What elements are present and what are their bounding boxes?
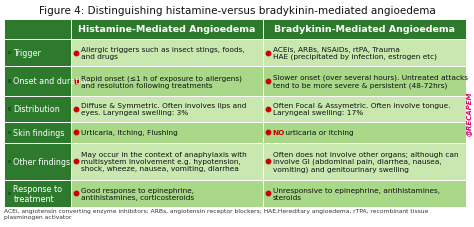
Text: Trigger: Trigger xyxy=(13,49,41,58)
Bar xyxy=(4,180,71,207)
Text: Bradykinin-Mediated Angioedema: Bradykinin-Mediated Angioedema xyxy=(274,25,455,34)
Text: Skin findings: Skin findings xyxy=(13,128,65,137)
Text: Often Focal & Assymetric. Often involve tongue.
Laryngeal swelling: 17%: Often Focal & Assymetric. Often involve … xyxy=(273,103,450,116)
Bar xyxy=(71,180,263,207)
Text: Distribution: Distribution xyxy=(13,105,60,114)
Bar xyxy=(71,40,263,67)
Bar xyxy=(263,67,466,96)
Bar xyxy=(263,40,466,67)
Bar xyxy=(71,67,263,96)
Bar xyxy=(8,52,11,55)
Text: Rapid onset (≤1 h of exposure to allergens)
and resolution following treatments: Rapid onset (≤1 h of exposure to allerge… xyxy=(81,75,242,88)
Text: Other findings: Other findings xyxy=(13,157,71,166)
Text: Figure 4: Distinguishing histamine-versus bradykinin-mediated angioedema: Figure 4: Distinguishing histamine-versu… xyxy=(38,6,436,16)
Text: ACEi, angiotensin converting enzyme inhibitors; ARBs, angiotensin receptor block: ACEi, angiotensin converting enzyme inhi… xyxy=(4,208,428,219)
Bar xyxy=(71,122,263,143)
Text: Slower onset (over several hours). Untreated attacks
tend to be more severe & pe: Slower onset (over several hours). Untre… xyxy=(273,75,468,89)
Bar xyxy=(263,96,466,122)
Bar xyxy=(71,20,263,40)
Bar xyxy=(8,131,11,135)
Text: Unresponsive to epinephrine, antihistamines,
steroids: Unresponsive to epinephrine, antihistami… xyxy=(273,187,440,200)
Bar xyxy=(4,96,71,122)
Text: NO: NO xyxy=(273,130,285,136)
Bar xyxy=(4,20,71,40)
Text: Urticaria, Itching, Flushing: Urticaria, Itching, Flushing xyxy=(81,130,178,136)
Text: Response to
treatment: Response to treatment xyxy=(13,184,63,203)
Bar xyxy=(4,67,71,96)
Text: @RECAPEM: @RECAPEM xyxy=(466,91,472,136)
Bar xyxy=(71,143,263,180)
Text: Good response to epinephrine,
antihistamines, corticosteroids: Good response to epinephrine, antihistam… xyxy=(81,187,194,200)
Text: Onset and duration: Onset and duration xyxy=(13,77,91,86)
Bar xyxy=(4,143,71,180)
Bar xyxy=(71,96,263,122)
Text: Histamine-Mediated Angioedema: Histamine-Mediated Angioedema xyxy=(78,25,255,34)
Bar xyxy=(4,122,71,143)
Bar xyxy=(4,40,71,67)
Text: urticaria or itching: urticaria or itching xyxy=(283,130,353,136)
Bar xyxy=(8,80,11,83)
Bar xyxy=(8,160,11,163)
Bar xyxy=(263,180,466,207)
Bar xyxy=(263,20,466,40)
Bar xyxy=(8,108,11,111)
Text: Often does not involve other organs; although can
involve GI (abdominal pain, di: Often does not involve other organs; alt… xyxy=(273,151,458,172)
Text: ACEis, ARBs, NSAIDs, rtPA, Trauma
HAE (precipitated by infection, estrogen etc): ACEis, ARBs, NSAIDs, rtPA, Trauma HAE (p… xyxy=(273,47,437,60)
Bar xyxy=(8,192,11,195)
Text: Allergic triggers such as insect stings, foods,
and drugs: Allergic triggers such as insect stings,… xyxy=(81,47,245,60)
Bar xyxy=(263,143,466,180)
Text: May occur in the context of anaphylaxis with
multisystem involvement e.g. hypote: May occur in the context of anaphylaxis … xyxy=(81,152,247,172)
Text: Diffuse & Symmetric. Often involves lips and
eyes. Laryngeal swelling: 3%: Diffuse & Symmetric. Often involves lips… xyxy=(81,103,246,116)
Bar xyxy=(263,122,466,143)
